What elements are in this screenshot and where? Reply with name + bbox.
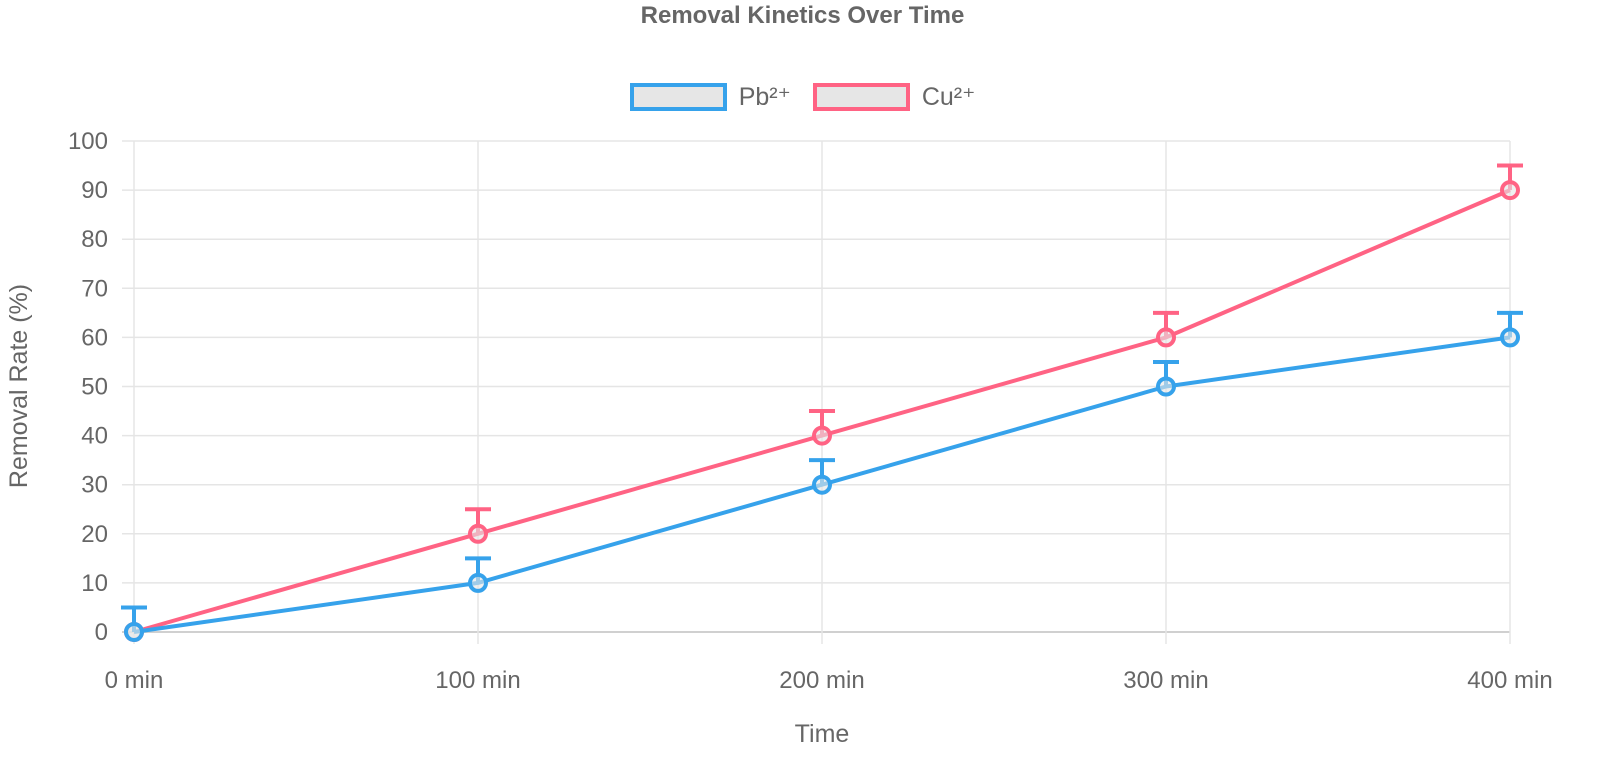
data-point[interactable] [1156,327,1176,348]
legend: Pb²⁺ Cu²⁺ [0,82,1605,112]
data-point[interactable] [1500,327,1520,348]
y-axis-title: Removal Rate (%) [5,284,33,488]
y-tick-label: 80 [81,226,108,253]
data-point[interactable] [1156,376,1176,397]
legend-label-pb: Pb²⁺ [738,83,791,111]
y-tick-label: 60 [81,324,108,351]
x-tick-label: 0 min [105,667,164,694]
data-point[interactable] [468,572,488,593]
legend-item-cu[interactable]: Cu²⁺ [812,82,976,112]
y-tick-label: 70 [81,275,108,302]
y-tick-label: 100 [68,128,108,155]
x-tick-label: 100 min [435,667,520,694]
y-tick-label: 50 [81,374,108,401]
y-tick-label: 40 [81,423,108,450]
x-tick-label: 400 min [1467,667,1552,694]
series-group [121,163,1523,642]
legend-swatch-pb [629,83,727,111]
chart-title: Removal Kinetics Over Time [640,2,965,29]
y-axis-ticks: 0 10 20 30 40 50 60 70 80 90 100 [68,128,108,646]
data-point[interactable] [468,523,488,544]
legend-swatch-cu [812,83,910,111]
y-tick-label: 20 [81,521,108,548]
data-point[interactable] [812,425,832,446]
legend-label-cu: Cu²⁺ [921,83,976,111]
x-axis-ticks: 0 min 100 min 200 min 300 min 400 min [105,667,1553,694]
x-axis-title: Time [795,720,850,748]
y-tick-label: 30 [81,472,108,499]
data-point[interactable] [1500,180,1520,201]
legend-item-pb[interactable]: Pb²⁺ [629,82,791,112]
grid-lines [122,140,1511,644]
series-pb [121,310,1523,642]
y-tick-label: 10 [81,570,108,597]
x-tick-label: 300 min [1123,667,1208,694]
x-tick-label: 200 min [779,667,864,694]
data-point[interactable] [812,474,832,495]
data-point[interactable] [124,622,144,642]
y-tick-label: 0 [95,619,108,646]
y-tick-label: 90 [81,177,108,204]
